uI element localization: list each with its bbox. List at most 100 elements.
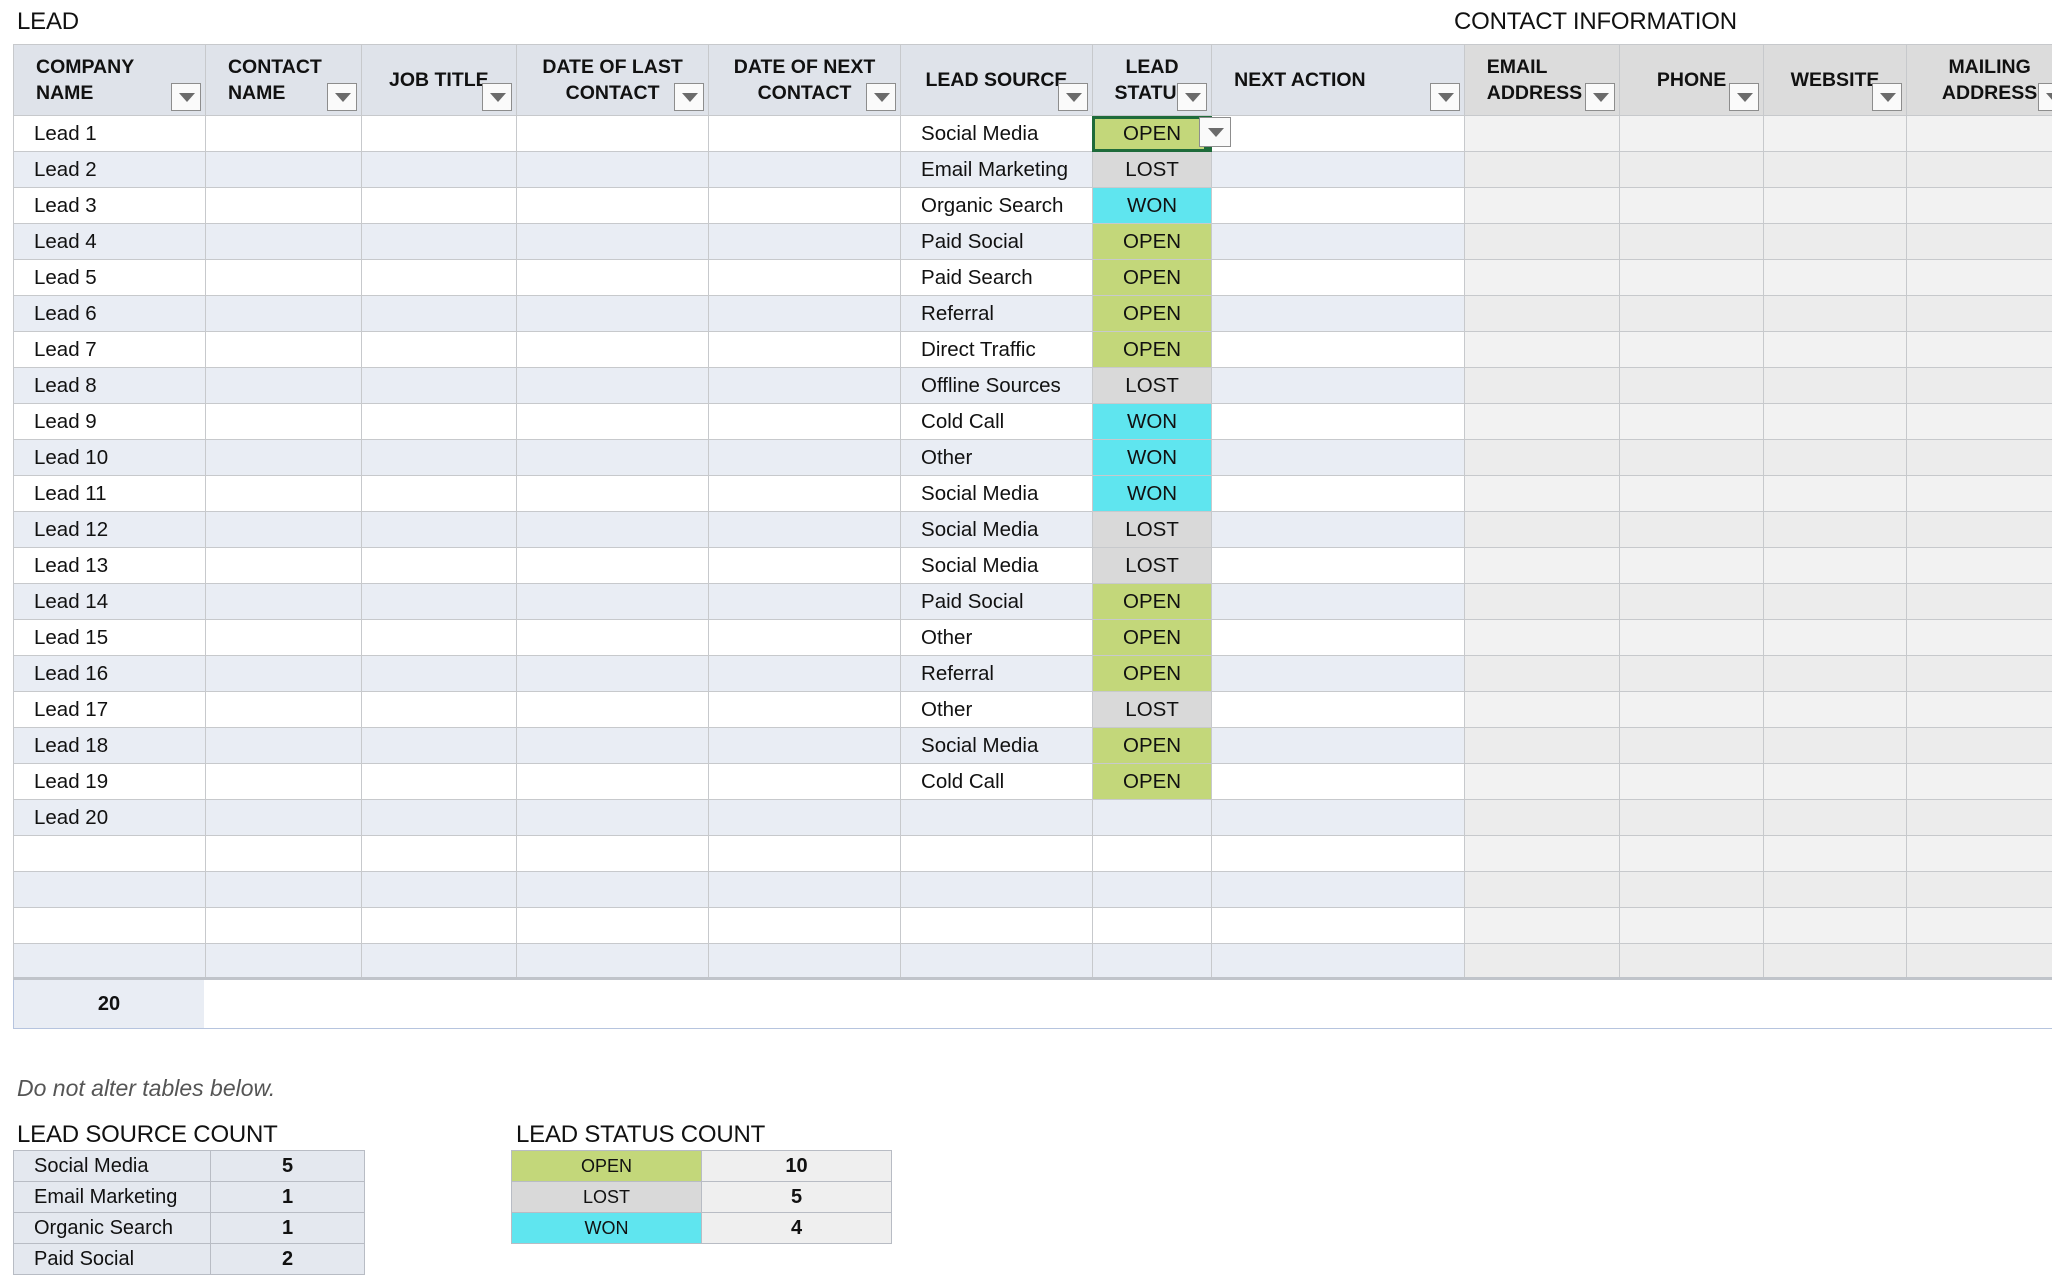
cell-next-action[interactable] (1211, 727, 1465, 764)
cell-lead-source[interactable]: Referral (900, 655, 1093, 692)
cell-email-address[interactable] (1463, 763, 1621, 800)
cell-lead-status[interactable]: LOST (1091, 547, 1213, 584)
cell-date-last-contact[interactable] (516, 223, 710, 260)
cell-date-last-contact[interactable] (516, 511, 710, 548)
cell-date-last-contact[interactable] (516, 835, 710, 872)
cell-company-name[interactable]: Lead 1 (13, 115, 206, 152)
cell-email-address[interactable] (1463, 367, 1621, 404)
cell-phone[interactable] (1619, 727, 1764, 764)
cell-lead-status[interactable] (1091, 943, 1213, 980)
cell-company-name[interactable]: Lead 4 (13, 223, 206, 260)
cell-company-name[interactable]: Lead 11 (13, 475, 206, 512)
cell-contact-name[interactable] (204, 259, 362, 296)
cell-date-last-contact[interactable] (516, 655, 710, 692)
cell-company-name[interactable]: Lead 12 (13, 511, 206, 548)
cell-lead-source[interactable]: Direct Traffic (900, 331, 1093, 368)
cell-mailing-address[interactable] (1906, 223, 2052, 260)
cell-company-name[interactable]: Lead 2 (13, 151, 206, 188)
cell-job-title[interactable] (360, 727, 518, 764)
cell-email-address[interactable] (1463, 115, 1621, 152)
cell-website[interactable] (1762, 151, 1908, 188)
cell-phone[interactable] (1619, 547, 1764, 584)
cell-contact-name[interactable] (204, 763, 362, 800)
cell-email-address[interactable] (1463, 799, 1621, 836)
cell-job-title[interactable] (360, 907, 518, 944)
cell-date-last-contact[interactable] (516, 259, 710, 296)
cell-phone[interactable] (1619, 475, 1764, 512)
cell-next-action[interactable] (1211, 835, 1465, 872)
cell-job-title[interactable] (360, 943, 518, 980)
cell-phone[interactable] (1619, 115, 1764, 152)
cell-lead-source[interactable]: Paid Social (900, 583, 1093, 620)
cell-mailing-address[interactable] (1906, 691, 2052, 728)
cell-company-name[interactable]: Lead 18 (13, 727, 206, 764)
cell-next-action[interactable] (1211, 583, 1465, 620)
cell-job-title[interactable] (360, 295, 518, 332)
cell-job-title[interactable] (360, 835, 518, 872)
cell-company-name[interactable]: Lead 5 (13, 259, 206, 296)
cell-date-last-contact[interactable] (516, 403, 710, 440)
cell-lead-status[interactable]: WON (1091, 187, 1213, 224)
cell-mailing-address[interactable] (1906, 439, 2052, 476)
cell-next-action[interactable] (1211, 115, 1465, 152)
cell-next-action[interactable] (1211, 223, 1465, 260)
cell-lead-status[interactable]: OPEN (1091, 115, 1213, 152)
cell-job-title[interactable] (360, 187, 518, 224)
cell-email-address[interactable] (1463, 403, 1621, 440)
cell-date-next-contact[interactable] (708, 547, 902, 584)
cell-lead-status[interactable]: OPEN (1091, 331, 1213, 368)
cell-mailing-address[interactable] (1906, 583, 2052, 620)
cell-date-last-contact[interactable] (516, 475, 710, 512)
cell-website[interactable] (1762, 367, 1908, 404)
cell-mailing-address[interactable] (1906, 259, 2052, 296)
cell-lead-status[interactable]: LOST (1091, 511, 1213, 548)
cell-next-action[interactable] (1211, 547, 1465, 584)
cell-email-address[interactable] (1463, 331, 1621, 368)
cell-date-next-contact[interactable] (708, 799, 902, 836)
cell-date-next-contact[interactable] (708, 727, 902, 764)
cell-date-next-contact[interactable] (708, 295, 902, 332)
cell-phone[interactable] (1619, 943, 1764, 980)
cell-next-action[interactable] (1211, 871, 1465, 908)
cell-date-next-contact[interactable] (708, 907, 902, 944)
cell-company-name[interactable]: Lead 3 (13, 187, 206, 224)
cell-next-action[interactable] (1211, 475, 1465, 512)
cell-lead-source[interactable]: Social Media (900, 115, 1093, 152)
cell-company-name[interactable]: Lead 9 (13, 403, 206, 440)
cell-lead-status[interactable]: OPEN (1091, 295, 1213, 332)
cell-phone[interactable] (1619, 295, 1764, 332)
cell-company-name[interactable] (13, 943, 206, 980)
cell-mailing-address[interactable] (1906, 331, 2052, 368)
cell-email-address[interactable] (1463, 151, 1621, 188)
cell-company-name[interactable]: Lead 8 (13, 367, 206, 404)
cell-job-title[interactable] (360, 547, 518, 584)
cell-contact-name[interactable] (204, 403, 362, 440)
cell-next-action[interactable] (1211, 439, 1465, 476)
cell-lead-status[interactable]: OPEN (1091, 259, 1213, 296)
cell-lead-source[interactable]: Paid Social (900, 223, 1093, 260)
cell-email-address[interactable] (1463, 295, 1621, 332)
cell-contact-name[interactable] (204, 583, 362, 620)
cell-lead-status[interactable]: WON (1091, 475, 1213, 512)
cell-website[interactable] (1762, 475, 1908, 512)
cell-mailing-address[interactable] (1906, 763, 2052, 800)
cell-email-address[interactable] (1463, 871, 1621, 908)
filter-dropdown-button[interactable] (2038, 83, 2052, 111)
cell-date-last-contact[interactable] (516, 583, 710, 620)
cell-lead-source[interactable]: Organic Search (900, 187, 1093, 224)
cell-date-next-contact[interactable] (708, 655, 902, 692)
cell-phone[interactable] (1619, 583, 1764, 620)
cell-mailing-address[interactable] (1906, 619, 2052, 656)
cell-mailing-address[interactable] (1906, 655, 2052, 692)
cell-next-action[interactable] (1211, 763, 1465, 800)
cell-next-action[interactable] (1211, 619, 1465, 656)
cell-date-next-contact[interactable] (708, 835, 902, 872)
cell-date-last-contact[interactable] (516, 907, 710, 944)
cell-job-title[interactable] (360, 655, 518, 692)
cell-website[interactable] (1762, 943, 1908, 980)
cell-date-next-contact[interactable] (708, 331, 902, 368)
cell-website[interactable] (1762, 799, 1908, 836)
cell-job-title[interactable] (360, 691, 518, 728)
cell-lead-status[interactable]: OPEN (1091, 655, 1213, 692)
cell-contact-name[interactable] (204, 871, 362, 908)
